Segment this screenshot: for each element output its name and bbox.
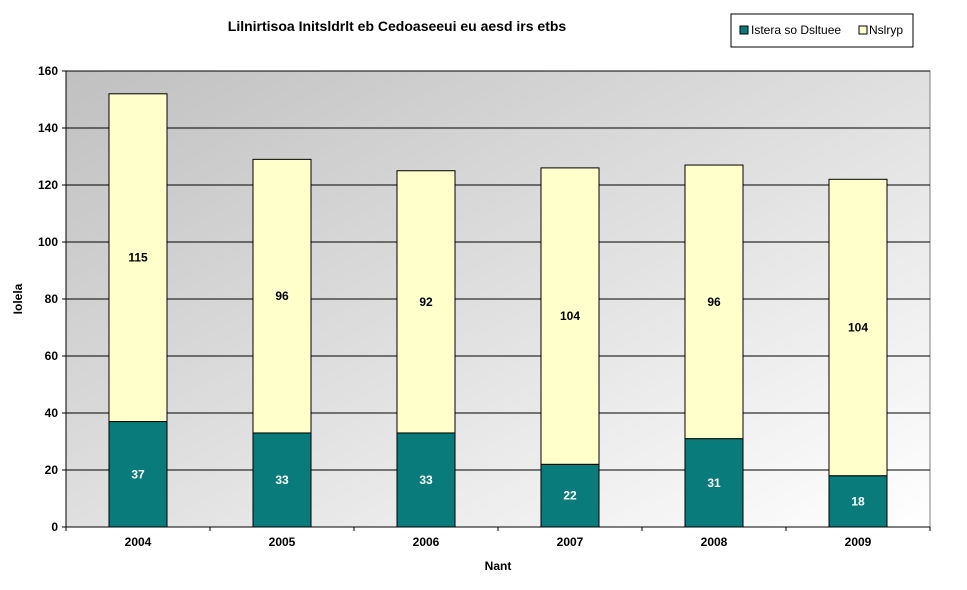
y-tick-label: 40 <box>45 406 59 420</box>
legend-label-nslryp: Nslryp <box>869 23 903 37</box>
bar-segment-istera <box>252 432 312 528</box>
bar-segment-istera <box>828 475 888 528</box>
legend-box <box>730 13 914 48</box>
x-tick-label: 2005 <box>269 535 296 549</box>
bar-segment-nslryp <box>396 170 456 434</box>
y-tick-label: 60 <box>45 349 59 363</box>
y-tick-label: 160 <box>38 64 58 78</box>
x-tick-label: 2006 <box>413 535 440 549</box>
bar-segment-nslryp <box>108 93 168 423</box>
y-tick-label: 120 <box>38 178 58 192</box>
chart-title: Lilnirtisoa Initsldrlt eb Cedoaseeui eu … <box>228 18 567 34</box>
data-label: 96 <box>275 289 289 303</box>
bar-segment-nslryp <box>252 158 312 434</box>
data-label: 33 <box>275 473 289 487</box>
y-tick-label: 0 <box>51 520 58 534</box>
y-tick-label: 140 <box>38 121 58 135</box>
legend-swatch-istera <box>739 25 749 35</box>
data-label: 37 <box>131 467 145 481</box>
bar-segment-istera <box>540 463 600 528</box>
y-tick-label: 80 <box>45 292 59 306</box>
value-labels-layer: 37 115 33 96 33 92 22 104 31 96 18 104 <box>128 251 868 509</box>
y-axis-ticks: 0 20 40 60 80 100 120 140 160 <box>38 64 66 534</box>
y-axis-title: Iolela <box>11 283 25 314</box>
x-axis-ticks: 2004 2005 2006 2007 2008 2009 <box>65 527 931 549</box>
data-label: 18 <box>851 494 865 508</box>
bar-segment-nslryp <box>684 164 744 440</box>
y-tick-label: 20 <box>45 463 59 477</box>
legend-label-istera: Istera so Dsltuee <box>751 23 841 37</box>
data-label: 115 <box>128 251 148 265</box>
x-tick-label: 2008 <box>701 535 728 549</box>
x-tick-label: 2009 <box>845 535 872 549</box>
data-label: 31 <box>707 476 721 490</box>
bars-layer <box>108 93 888 528</box>
data-label: 96 <box>707 295 721 309</box>
y-tick-label: 100 <box>38 235 58 249</box>
data-label: 92 <box>419 295 433 309</box>
data-label: 104 <box>848 321 868 335</box>
x-tick-label: 2004 <box>125 535 152 549</box>
bar-segment-nslryp <box>540 167 600 465</box>
data-label: 22 <box>563 489 577 503</box>
legend: Istera so Dsltuee Nslryp <box>730 13 914 48</box>
legend-swatch-nslryp <box>858 25 868 35</box>
data-label: 104 <box>560 309 580 323</box>
x-tick-label: 2007 <box>557 535 584 549</box>
bar-segment-nslryp <box>828 178 888 477</box>
x-axis-title: Nant <box>485 559 512 573</box>
bar-segment-istera <box>684 438 744 528</box>
gridlines <box>66 70 930 471</box>
bar-segment-istera <box>108 421 168 528</box>
data-label: 33 <box>419 473 433 487</box>
